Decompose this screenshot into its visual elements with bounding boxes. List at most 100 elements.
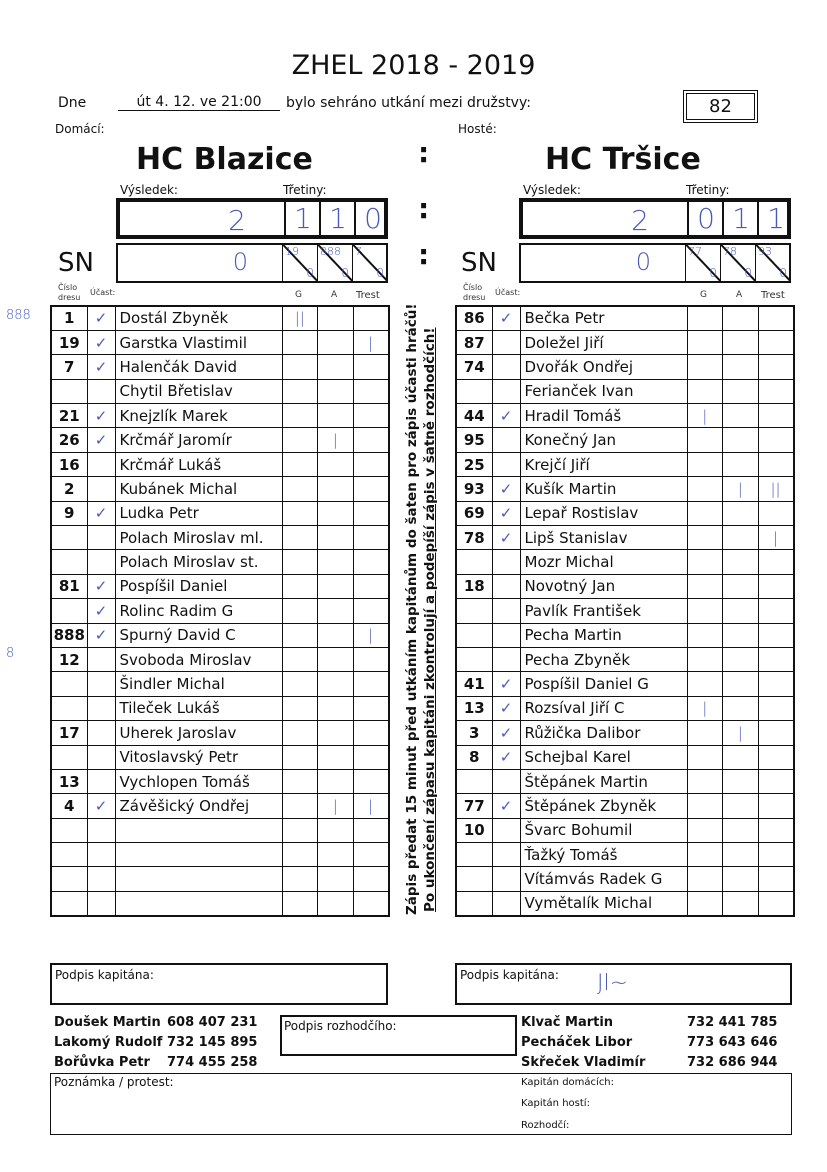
attendance-check[interactable] — [86, 451, 116, 478]
goals-cell[interactable] — [281, 646, 318, 673]
penalty-cell[interactable] — [352, 354, 389, 380]
goals-cell[interactable]: | — [686, 695, 723, 722]
goals-cell[interactable] — [281, 354, 318, 380]
goals-cell[interactable] — [686, 451, 723, 478]
assists-cell[interactable] — [722, 622, 759, 648]
assists-cell[interactable] — [722, 427, 759, 453]
goals-cell[interactable] — [686, 744, 723, 770]
goals-cell[interactable]: | — [686, 403, 723, 429]
goals-cell[interactable] — [686, 598, 723, 624]
penalty-cell[interactable] — [352, 476, 389, 502]
penalty-cell[interactable] — [757, 793, 794, 819]
penalty-cell[interactable] — [757, 842, 794, 868]
penalty-cell[interactable] — [757, 427, 794, 453]
goals-cell[interactable] — [686, 842, 723, 868]
attendance-check[interactable] — [491, 842, 521, 868]
penalty-cell[interactable] — [352, 720, 389, 746]
penalty-cell[interactable] — [757, 720, 794, 746]
assists-cell[interactable] — [317, 573, 354, 600]
attendance-check[interactable] — [491, 890, 521, 917]
assists-cell[interactable] — [317, 646, 354, 673]
goals-cell[interactable] — [281, 817, 318, 844]
attendance-check[interactable] — [491, 451, 521, 478]
assists-cell[interactable] — [317, 354, 354, 380]
attendance-check[interactable] — [491, 622, 521, 648]
attendance-check[interactable]: ✓ — [86, 403, 116, 429]
penalty-cell[interactable] — [757, 744, 794, 770]
attendance-check[interactable]: ✓ — [86, 354, 116, 380]
goals-cell[interactable] — [281, 476, 318, 502]
goals-cell[interactable] — [281, 329, 318, 356]
assists-cell[interactable] — [722, 671, 759, 697]
penalty-cell[interactable] — [352, 744, 389, 770]
assists-cell[interactable] — [722, 403, 759, 429]
attendance-check[interactable]: ✓ — [86, 793, 116, 819]
assists-cell[interactable]: | — [317, 793, 354, 819]
penalty-cell[interactable] — [352, 842, 389, 868]
goals-cell[interactable] — [281, 403, 318, 429]
penalty-cell[interactable] — [352, 451, 389, 478]
penalty-cell[interactable] — [352, 598, 389, 624]
assists-cell[interactable] — [722, 451, 759, 478]
penalty-cell[interactable] — [352, 768, 389, 795]
penalty-cell[interactable] — [352, 573, 389, 600]
assists-cell[interactable] — [317, 817, 354, 844]
attendance-check[interactable] — [86, 817, 116, 844]
assists-cell[interactable] — [317, 866, 354, 892]
attendance-check[interactable]: ✓ — [86, 622, 116, 648]
assists-cell[interactable] — [722, 500, 759, 527]
assists-cell[interactable] — [317, 744, 354, 770]
penalty-cell[interactable] — [757, 573, 794, 600]
assists-cell[interactable] — [722, 354, 759, 380]
notes-box[interactable]: Poznámka / protest: Kapitán domácích: Ka… — [50, 1073, 792, 1135]
assists-cell[interactable] — [317, 622, 354, 648]
assists-cell[interactable] — [722, 744, 759, 770]
penalty-cell[interactable] — [757, 378, 794, 405]
attendance-check[interactable] — [491, 427, 521, 453]
goals-cell[interactable] — [686, 476, 723, 502]
goals-cell[interactable] — [281, 793, 318, 819]
attendance-check[interactable] — [86, 842, 116, 868]
attendance-check[interactable] — [86, 378, 116, 405]
attendance-check[interactable] — [491, 378, 521, 405]
assists-cell[interactable] — [317, 451, 354, 478]
attendance-check[interactable] — [86, 671, 116, 697]
goals-cell[interactable] — [281, 573, 318, 600]
penalty-cell[interactable] — [757, 768, 794, 795]
goals-cell[interactable] — [686, 329, 723, 356]
attendance-check[interactable]: ✓ — [491, 525, 521, 551]
goals-cell[interactable] — [686, 817, 723, 844]
penalty-cell[interactable] — [352, 890, 389, 917]
goals-cell[interactable]: || — [281, 305, 318, 331]
attendance-check[interactable] — [86, 720, 116, 746]
penalty-cell[interactable]: | — [352, 329, 389, 356]
attendance-check[interactable]: ✓ — [491, 793, 521, 819]
assists-cell[interactable] — [722, 329, 759, 356]
goals-cell[interactable] — [686, 890, 723, 917]
assists-cell[interactable] — [317, 549, 354, 575]
attendance-check[interactable] — [491, 354, 521, 380]
assists-cell[interactable] — [317, 403, 354, 429]
assists-cell[interactable] — [317, 671, 354, 697]
goals-cell[interactable] — [686, 866, 723, 892]
assists-cell[interactable] — [317, 842, 354, 868]
goals-cell[interactable] — [686, 378, 723, 405]
goals-cell[interactable] — [281, 525, 318, 551]
goals-cell[interactable] — [281, 866, 318, 892]
penalty-cell[interactable]: || — [757, 476, 794, 502]
attendance-check[interactable] — [86, 525, 116, 551]
penalty-cell[interactable] — [352, 403, 389, 429]
assists-cell[interactable] — [317, 378, 354, 405]
attendance-check[interactable] — [491, 573, 521, 600]
assists-cell[interactable] — [317, 500, 354, 527]
penalty-cell[interactable] — [757, 305, 794, 331]
goals-cell[interactable] — [281, 378, 318, 405]
attendance-check[interactable] — [491, 549, 521, 575]
attendance-check[interactable] — [491, 866, 521, 892]
guest-captain-signature[interactable]: Podpis kapitána: Jl~ — [455, 963, 792, 1005]
attendance-check[interactable] — [86, 646, 116, 673]
assists-cell[interactable]: | — [317, 427, 354, 453]
attendance-check[interactable] — [86, 695, 116, 722]
attendance-check[interactable] — [491, 768, 521, 795]
penalty-cell[interactable] — [757, 598, 794, 624]
